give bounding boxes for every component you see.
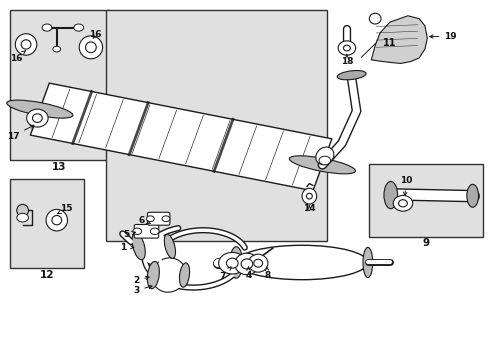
Text: 14: 14 [303,204,315,213]
Ellipse shape [132,233,145,260]
Ellipse shape [164,234,175,258]
Text: 7: 7 [219,267,231,280]
Text: 1: 1 [120,243,134,252]
Ellipse shape [137,231,171,265]
Ellipse shape [52,216,61,225]
Text: 9: 9 [422,238,428,248]
Ellipse shape [26,109,48,127]
Ellipse shape [85,42,96,53]
FancyBboxPatch shape [134,225,158,238]
Text: 8: 8 [264,267,270,279]
Ellipse shape [337,71,366,80]
Bar [368,164,483,237]
Ellipse shape [337,41,355,55]
Text: 16: 16 [10,51,25,63]
Ellipse shape [343,45,349,51]
Ellipse shape [226,258,238,268]
Circle shape [146,216,154,222]
Ellipse shape [151,258,185,292]
Ellipse shape [315,147,333,165]
Ellipse shape [79,36,102,59]
Text: 2: 2 [133,276,149,285]
Text: 11: 11 [383,38,396,48]
Text: 3: 3 [133,285,152,295]
Ellipse shape [302,188,316,204]
Bar [10,179,83,268]
Ellipse shape [236,245,367,280]
Circle shape [162,216,169,222]
Ellipse shape [32,114,42,122]
Ellipse shape [17,204,28,217]
Text: 6: 6 [139,216,150,225]
Circle shape [53,46,61,52]
Text: 5: 5 [123,230,135,239]
Ellipse shape [362,247,372,278]
Text: 12: 12 [40,270,54,280]
Ellipse shape [306,193,312,199]
Ellipse shape [241,259,252,269]
Circle shape [42,24,52,31]
Ellipse shape [21,40,31,49]
Polygon shape [370,16,427,63]
Circle shape [318,156,330,165]
Text: 16: 16 [89,30,102,39]
Ellipse shape [15,34,37,55]
Text: 18: 18 [340,54,352,66]
Ellipse shape [179,263,189,287]
Text: 4: 4 [244,267,251,279]
Ellipse shape [234,253,259,275]
Circle shape [150,228,159,234]
Circle shape [17,213,28,222]
FancyBboxPatch shape [147,212,169,225]
Polygon shape [30,83,331,191]
Ellipse shape [289,156,355,174]
Text: 17: 17 [7,125,34,140]
Ellipse shape [147,261,159,289]
Circle shape [133,228,142,234]
Ellipse shape [392,195,412,211]
Ellipse shape [218,252,245,274]
Ellipse shape [466,184,478,207]
Ellipse shape [383,181,397,209]
Bar [105,10,327,241]
Ellipse shape [368,13,380,24]
Ellipse shape [46,210,67,231]
Ellipse shape [229,247,242,278]
Ellipse shape [7,100,73,118]
Circle shape [74,24,83,31]
Text: 10: 10 [399,176,412,195]
Bar [10,10,110,160]
Ellipse shape [248,254,267,272]
Text: 13: 13 [52,162,66,172]
Ellipse shape [253,259,262,267]
Ellipse shape [398,200,407,207]
Text: 15: 15 [57,204,73,214]
Text: 19: 19 [429,32,456,41]
